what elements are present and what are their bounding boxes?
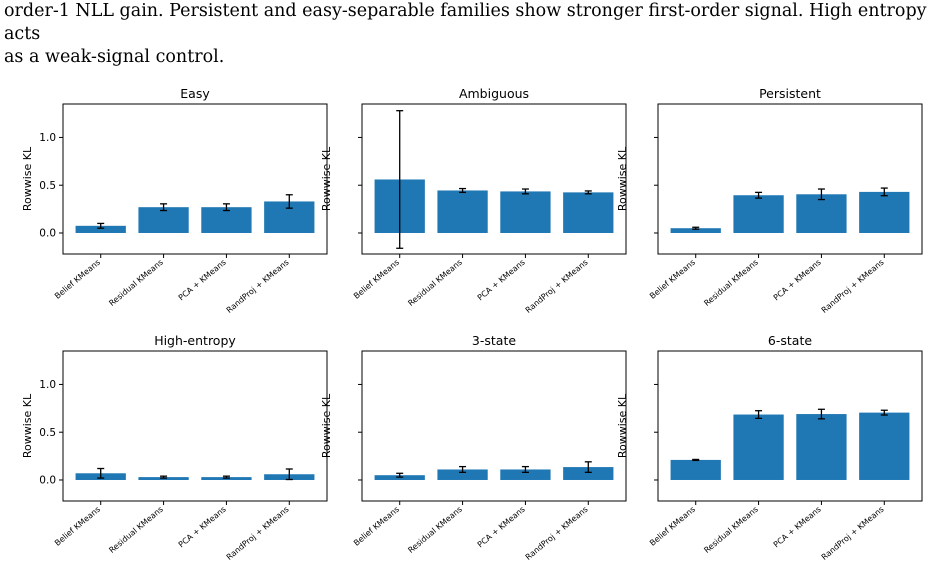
chart-panel-4: 0.0 0.5 1.0 Belief KMeans Residual KMeans PCA… <box>21 333 328 562</box>
y-tick-label: 0.5 <box>39 180 56 192</box>
x-tick-label: Residual KMeans <box>107 505 165 555</box>
bar-2 <box>733 414 784 480</box>
error-bar-4 <box>285 468 293 481</box>
bar-3 <box>201 207 252 233</box>
x-tick-label: PCA + KMeans <box>772 505 823 550</box>
x-tick-label: PCA + KMeans <box>177 505 228 550</box>
error-bar-4 <box>880 409 888 416</box>
chart-panel-5: Belief KMeans Residual KMeans PCA + KMeans… <box>320 333 627 562</box>
error-bar-3 <box>521 465 529 473</box>
x-tick-label: PCA + KMeans <box>476 505 527 550</box>
axes-frame <box>62 103 328 255</box>
error-bar-2 <box>459 465 467 473</box>
bar-1 <box>670 228 721 233</box>
error-bar-1 <box>97 222 105 229</box>
error-bar-2 <box>755 191 763 199</box>
y-axis-label: Rowwise KL <box>320 393 333 458</box>
x-tick-label: RandProj + KMeans <box>524 258 590 315</box>
y-axis-label: Rowwise KL <box>21 146 34 211</box>
error-bar-1 <box>692 226 700 230</box>
y-axis-label: Rowwise KL <box>616 146 629 211</box>
x-tick-label: RandProj + KMeans <box>820 258 886 315</box>
bar-4 <box>563 192 614 233</box>
x-tick-label: Residual KMeans <box>107 258 165 308</box>
y-axis-label: Rowwise KL <box>320 146 333 211</box>
figure-caption: order-1 NLL gain. Persistent and easy-se… <box>4 0 944 69</box>
error-bar-4 <box>285 194 293 209</box>
y-tick-label: 0.0 <box>39 228 56 240</box>
chart-panel-6: Belief KMeans Residual KMeans PCA + KMeans… <box>616 333 923 562</box>
x-tick-label: Residual KMeans <box>702 258 760 308</box>
x-tick-label: PCA + KMeans <box>476 258 527 303</box>
bar-2 <box>138 207 189 233</box>
error-bar-4 <box>584 461 592 473</box>
error-bar-3 <box>222 203 230 212</box>
error-bar-1 <box>97 467 105 479</box>
x-tick-label: Belief KMeans <box>53 258 102 301</box>
x-tick-label: Belief KMeans <box>53 505 102 548</box>
error-bar-1 <box>396 472 404 478</box>
y-tick-label: 1.0 <box>39 132 56 144</box>
axes-frame <box>62 350 328 502</box>
x-tick-label: Residual KMeans <box>702 505 760 555</box>
x-tick-label: Belief KMeans <box>648 258 697 301</box>
error-bar-2 <box>160 475 168 479</box>
bar-2 <box>733 195 784 233</box>
error-bar-3 <box>817 188 825 201</box>
chart-panel-3: Belief KMeans Residual KMeans PCA + KMeans… <box>616 86 923 315</box>
y-tick-label: 1.0 <box>39 379 56 391</box>
bar-3 <box>796 194 847 233</box>
error-bar-3 <box>817 408 825 420</box>
y-axis-label: Rowwise KL <box>21 393 34 458</box>
error-bar-2 <box>755 410 763 420</box>
bar-1 <box>670 459 721 480</box>
error-bar-3 <box>222 475 230 479</box>
error-bar-4 <box>880 187 888 197</box>
bar-4 <box>859 191 910 233</box>
x-tick-label: Residual KMeans <box>406 258 464 308</box>
caption-line-1: order-1 NLL gain. Persistent and easy-se… <box>4 1 927 44</box>
error-bar-1 <box>396 110 404 249</box>
bar-2 <box>437 469 488 480</box>
x-tick-label: RandProj + KMeans <box>820 505 886 562</box>
x-tick-label: RandProj + KMeans <box>225 258 291 315</box>
axes-frame <box>361 350 627 502</box>
x-tick-label: PCA + KMeans <box>177 258 228 303</box>
error-bar-2 <box>160 203 168 212</box>
panel-title: Easy <box>180 86 210 101</box>
y-axis-label: Rowwise KL <box>616 393 629 458</box>
bar-3 <box>500 191 551 233</box>
x-tick-label: PCA + KMeans <box>772 258 823 303</box>
axes-frame <box>361 103 627 255</box>
x-tick-label: RandProj + KMeans <box>524 505 590 562</box>
x-tick-label: Belief KMeans <box>352 505 401 548</box>
error-bar-3 <box>521 188 529 195</box>
bar-2 <box>437 190 488 233</box>
axes-frame <box>657 103 923 255</box>
x-tick-label: Belief KMeans <box>352 258 401 301</box>
error-bar-2 <box>459 187 467 194</box>
bar-4 <box>563 467 614 480</box>
axes-frame <box>657 350 923 502</box>
panel-title: Persistent <box>759 86 821 101</box>
error-bar-1 <box>692 458 700 462</box>
chart-panel-1: 0.0 0.5 1.0 Belief KMeans Residual KMeans PCA… <box>21 86 328 315</box>
bar-3 <box>796 414 847 480</box>
bar-3 <box>500 469 551 480</box>
caption-line-2: as a weak-signal control. <box>4 47 225 67</box>
panel-title: 3-state <box>472 333 516 348</box>
panel-title: High-entropy <box>154 333 236 348</box>
y-tick-label: 0.5 <box>39 427 56 439</box>
panel-title: Ambiguous <box>459 86 529 101</box>
error-bar-4 <box>584 190 592 195</box>
x-tick-label: Belief KMeans <box>648 505 697 548</box>
bar-1 <box>75 225 126 233</box>
x-tick-label: Residual KMeans <box>406 505 464 555</box>
chart-panel-2: Belief KMeans Residual KMeans PCA + KMeans… <box>320 86 627 315</box>
panel-title: 6-state <box>768 333 812 348</box>
y-tick-label: 0.0 <box>39 475 56 487</box>
x-tick-label: RandProj + KMeans <box>225 505 291 562</box>
bar-4 <box>859 412 910 480</box>
